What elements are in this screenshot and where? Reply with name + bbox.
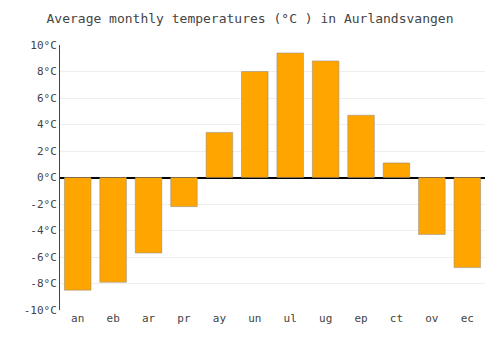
svg-text:Average monthly temperatures (: Average monthly temperatures (°C ) in Au…: [47, 11, 454, 26]
svg-text:pr: pr: [177, 312, 191, 325]
svg-text:-2°C: -2°C: [30, 198, 57, 211]
svg-text:8°C: 8°C: [37, 65, 57, 78]
svg-text:2°C: 2°C: [37, 145, 57, 158]
svg-text:-4°C: -4°C: [30, 224, 57, 237]
svg-text:ct: ct: [390, 312, 403, 325]
svg-text:6°C: 6°C: [37, 92, 57, 105]
svg-text:10°C: 10°C: [30, 39, 57, 52]
svg-text:ep: ep: [354, 312, 367, 325]
svg-text:an: an: [71, 312, 84, 325]
svg-text:-8°C: -8°C: [30, 277, 57, 290]
svg-text:un: un: [248, 312, 261, 325]
svg-text:-6°C: -6°C: [30, 251, 57, 264]
svg-text:ar: ar: [142, 312, 156, 325]
svg-text:-10°C: -10°C: [24, 304, 57, 317]
svg-text:0°C: 0°C: [37, 171, 57, 184]
svg-text:4°C: 4°C: [37, 118, 57, 131]
svg-text:ug: ug: [319, 312, 332, 325]
svg-text:ul: ul: [284, 312, 297, 325]
svg-text:ay: ay: [213, 312, 227, 325]
svg-text:ov: ov: [425, 312, 439, 325]
svg-text:eb: eb: [107, 312, 120, 325]
svg-text:ec: ec: [461, 312, 474, 325]
